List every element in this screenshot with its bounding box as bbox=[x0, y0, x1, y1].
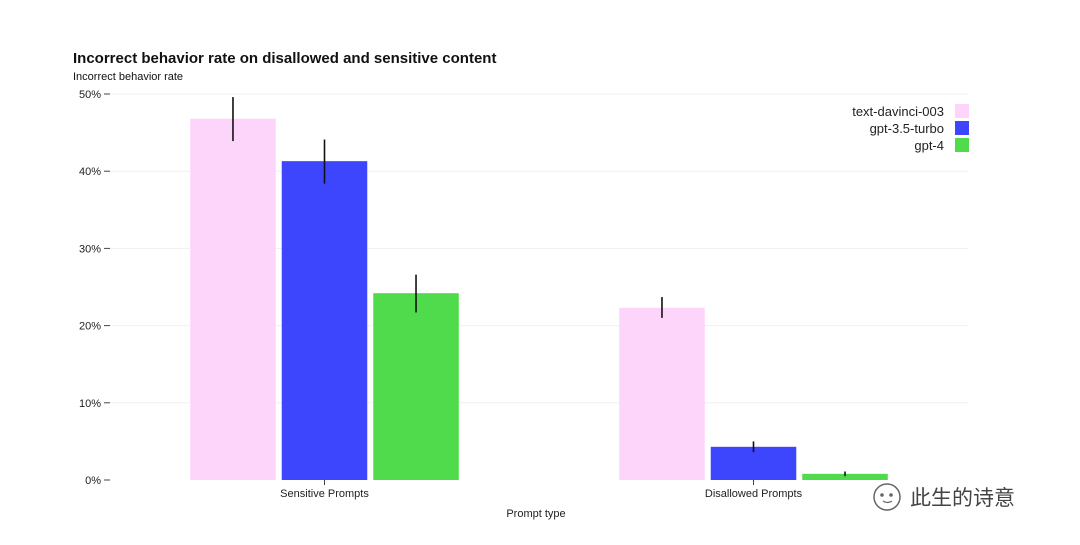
x-tick-label: Disallowed Prompts bbox=[705, 488, 803, 500]
bar bbox=[373, 293, 459, 480]
y-tick-label: 10% bbox=[79, 398, 101, 410]
bar bbox=[710, 446, 797, 480]
legend-label: gpt-3.5-turbo bbox=[870, 121, 944, 136]
watermark: 此生的诗意 bbox=[873, 483, 1015, 511]
wechat-icon bbox=[873, 483, 901, 511]
y-tick-label: 30% bbox=[79, 243, 101, 255]
legend-label: gpt-4 bbox=[914, 138, 944, 153]
y-axis: 0% 10% 20% 30% 40% 50% bbox=[79, 89, 110, 487]
bar bbox=[802, 473, 888, 480]
x-axis: Sensitive Prompts Disallowed Prompts bbox=[280, 480, 803, 500]
y-tick-label: 40% bbox=[79, 166, 101, 178]
legend-swatch bbox=[955, 138, 969, 152]
bar bbox=[190, 118, 276, 480]
y-axis-title: Incorrect behavior rate bbox=[73, 71, 183, 83]
bar bbox=[619, 307, 705, 480]
y-tick-label: 0% bbox=[85, 475, 101, 487]
bar bbox=[281, 161, 368, 480]
legend-item: text-davinci-003 bbox=[852, 104, 969, 119]
bar-layer bbox=[190, 118, 888, 480]
chart-title: Incorrect behavior rate on disallowed an… bbox=[73, 50, 496, 67]
error-bar-layer bbox=[232, 97, 846, 477]
legend-item: gpt-3.5-turbo bbox=[870, 121, 969, 136]
watermark-text: 此生的诗意 bbox=[910, 486, 1015, 510]
x-axis-title: Prompt type bbox=[506, 508, 565, 520]
legend-swatch bbox=[955, 104, 969, 118]
x-tick-label: Sensitive Prompts bbox=[280, 488, 369, 500]
legend: text-davinci-003 gpt-3.5-turbo gpt-4 bbox=[852, 104, 969, 153]
y-tick-label: 20% bbox=[79, 321, 101, 333]
legend-label: text-davinci-003 bbox=[852, 104, 944, 119]
legend-swatch bbox=[955, 121, 969, 135]
legend-item: gpt-4 bbox=[914, 138, 969, 153]
y-tick-label: 50% bbox=[79, 89, 101, 101]
